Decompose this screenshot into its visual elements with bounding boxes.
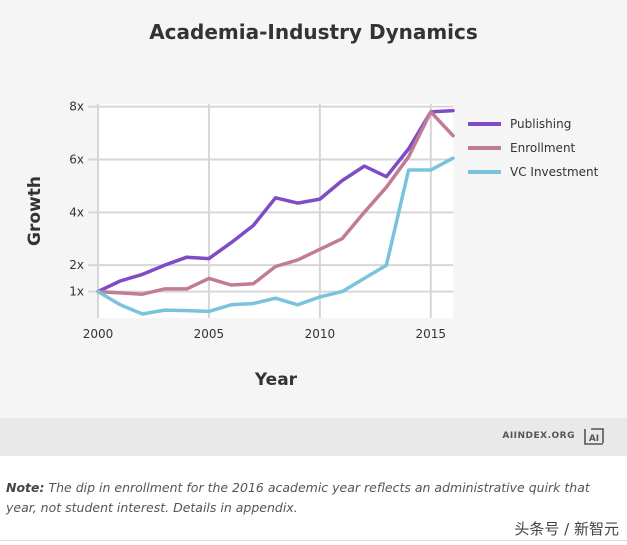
footnote: Note: The dip in enrollment for the 2016… — [6, 478, 606, 518]
chart-title: Academia-Industry Dynamics — [149, 20, 478, 44]
y-tick-label: 1x — [69, 285, 84, 299]
y-tick-label: 6x — [69, 152, 84, 166]
series-line-enrollment — [96, 110, 455, 296]
legend-label: Publishing — [510, 117, 571, 131]
legend-label: Enrollment — [510, 141, 576, 155]
y-tick-label: 8x — [69, 100, 84, 114]
chart-panel: Academia-Industry Dynamics 1x 2x 4x 6x 8x 200… — [25, 20, 599, 390]
plot-area — [98, 104, 453, 318]
y-tick-label: 4x — [69, 205, 84, 219]
note-label: Note: — [6, 480, 45, 495]
legend-label: VC Investment — [510, 165, 599, 179]
divider — [0, 540, 627, 541]
aiindex-logo-icon: AI — [584, 428, 604, 445]
series-layer — [96, 108, 455, 316]
note-text: The dip in enrollment for the 2016 acade… — [6, 480, 590, 515]
svg-text:AI: AI — [589, 434, 599, 444]
watermark: 头条号 / 新智元 — [514, 520, 619, 538]
y-tick-label: 2x — [69, 258, 84, 272]
x-tick-label: 2005 — [194, 327, 225, 341]
brand-name: AIINDEX.ORG — [502, 431, 575, 441]
series-line-publishing — [96, 108, 455, 294]
line-chart: 1x 2x 4x 6x 8x 2000 2005 2010 2015 Publishing Enr… — [25, 100, 599, 390]
x-tick-label: 2015 — [416, 327, 447, 341]
series-line-vc-investment — [96, 156, 455, 316]
x-tick-label: 2000 — [83, 327, 114, 341]
legend-layer: Publishing Enrollment VC Investment — [468, 117, 599, 179]
x-axis-label: Year — [254, 370, 298, 390]
grid-layer — [88, 104, 453, 318]
x-tick-label: 2010 — [305, 327, 336, 341]
footer-bar: AIINDEX.ORG AI — [0, 418, 627, 456]
y-axis-label: Growth — [25, 176, 45, 246]
axis-layer: 1x 2x 4x 6x 8x 2000 2005 2010 2015 — [69, 100, 446, 341]
